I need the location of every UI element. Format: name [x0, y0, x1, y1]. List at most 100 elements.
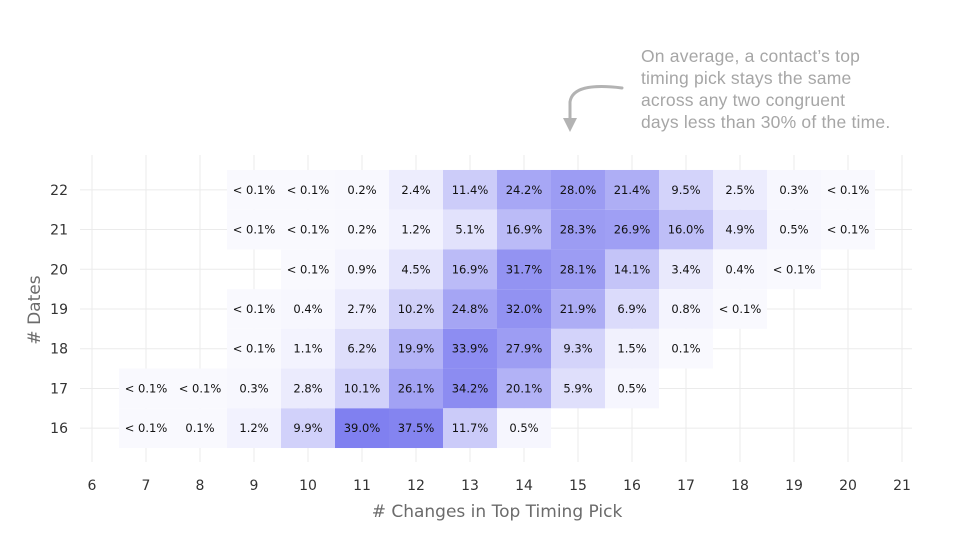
cell-value-label: 0.4% [725, 262, 754, 276]
x-tick-label: 14 [515, 478, 533, 494]
x-tick-label: 18 [731, 478, 749, 494]
heatmap-cell [227, 408, 281, 449]
cell-value-label: 0.9% [347, 262, 376, 276]
cell-value-label: 5.9% [563, 381, 592, 395]
heatmap-cell [659, 209, 713, 250]
heatmap-cell [551, 289, 605, 329]
heatmap-cell [713, 289, 767, 329]
y-tick-label: 17 [50, 381, 68, 397]
heatmap-cell [767, 209, 821, 250]
cell-value-label: < 0.1% [287, 262, 330, 276]
cell-value-label: < 0.1% [233, 183, 276, 197]
heatmap-cell [443, 249, 497, 290]
heatmap-cell [659, 249, 713, 290]
x-tick-label: 10 [299, 478, 317, 494]
cell-value-label: 31.7% [506, 262, 543, 276]
x-axis-title: # Changes in Top Timing Pick [372, 502, 623, 522]
cell-value-label: < 0.1% [125, 421, 168, 435]
cell-value-label: 4.9% [725, 223, 754, 237]
cell-value-label: < 0.1% [125, 381, 168, 395]
heatmap-cell [227, 328, 281, 369]
cell-value-label: 26.1% [398, 381, 435, 395]
heatmap-cell [281, 249, 335, 290]
heatmap-cell [497, 169, 551, 210]
x-tick-label: 11 [353, 478, 371, 494]
heatmap-cell [659, 169, 713, 210]
heatmap-cell [497, 209, 551, 250]
cell-value-label: 28.1% [560, 262, 597, 276]
heatmap-cell [281, 368, 335, 409]
cell-value-label: 28.3% [560, 223, 597, 237]
heatmap-cell [551, 169, 605, 210]
heatmap-cell [605, 368, 659, 409]
cell-value-label: 10.1% [344, 381, 381, 395]
heatmap-cell [281, 289, 335, 329]
heatmap-cell [227, 289, 281, 329]
cell-value-label: 21.4% [614, 183, 651, 197]
heatmap-cell [443, 169, 497, 210]
cell-value-label: 19.9% [398, 342, 435, 356]
cell-value-label: 21.9% [560, 302, 597, 316]
heatmap-cell [119, 368, 173, 409]
heatmap-cell [389, 249, 443, 290]
x-axis-ticks: 6 7 8 9 10 11 12 13 14 15 16 17 18 19 20 21 [88, 478, 911, 494]
heatmap-cell [389, 368, 443, 409]
heatmap-cell [551, 209, 605, 250]
cell-value-label: 32.0% [506, 302, 543, 316]
cell-value-label: < 0.1% [233, 223, 276, 237]
heatmap-cell [767, 249, 821, 290]
y-tick-label: 19 [50, 302, 68, 318]
annotation-arrow-icon [563, 85, 624, 132]
heatmap-cell [551, 249, 605, 290]
heatmap-cell [335, 289, 389, 329]
cell-value-label: 20.1% [506, 381, 543, 395]
cell-value-label: < 0.1% [719, 302, 762, 316]
cell-value-label: 37.5% [398, 421, 435, 435]
cell-value-label: 2.7% [347, 302, 376, 316]
heatmap-cell [713, 209, 767, 250]
cell-value-label: 0.1% [671, 342, 700, 356]
heatmap-cell [443, 328, 497, 369]
heatmap-cell [713, 249, 767, 290]
heatmap-cell [335, 249, 389, 290]
heatmap-cell [389, 328, 443, 369]
heatmap-cell [497, 328, 551, 369]
heatmap-cell [443, 408, 497, 449]
heatmap-cell [443, 209, 497, 250]
heatmap-cell [713, 169, 767, 210]
cell-value-label: 2.4% [401, 183, 430, 197]
cell-value-label: 39.0% [344, 421, 381, 435]
x-tick-label: 19 [785, 478, 803, 494]
heatmap-cells [119, 169, 875, 449]
cell-value-label: 2.8% [293, 381, 322, 395]
cell-value-label: 0.8% [671, 302, 700, 316]
heatmap-cell [497, 289, 551, 329]
cell-value-label: < 0.1% [233, 342, 276, 356]
y-axis-ticks: 16 17 18 19 20 21 22 [50, 183, 68, 437]
annotation-line: across any two congruent [641, 90, 846, 110]
heatmap-cell [119, 408, 173, 449]
heatmap-cell [389, 408, 443, 449]
y-axis-title: # Dates [25, 275, 45, 344]
cell-value-label: 16.0% [668, 223, 705, 237]
heatmap-cell [605, 249, 659, 290]
cell-value-label: 0.5% [509, 421, 538, 435]
heatmap-cell [605, 169, 659, 210]
cell-value-label: 6.9% [617, 302, 646, 316]
cell-value-label: 0.4% [293, 302, 322, 316]
heatmap-cell [389, 209, 443, 250]
heatmap-cell [335, 408, 389, 449]
heatmap-cell [281, 328, 335, 369]
x-tick-label: 15 [569, 478, 587, 494]
heatmap-cell [389, 289, 443, 329]
y-tick-label: 16 [50, 421, 68, 437]
cell-value-label: 1.2% [239, 421, 268, 435]
heatmap-cell [281, 209, 335, 250]
heatmap-cell [551, 328, 605, 369]
x-tick-label: 8 [196, 478, 205, 494]
cell-value-label: 34.2% [452, 381, 489, 395]
cell-value-label: 9.9% [293, 421, 322, 435]
cell-value-label: 1.2% [401, 223, 430, 237]
annotation-line: On average, a contact’s top [641, 46, 861, 66]
